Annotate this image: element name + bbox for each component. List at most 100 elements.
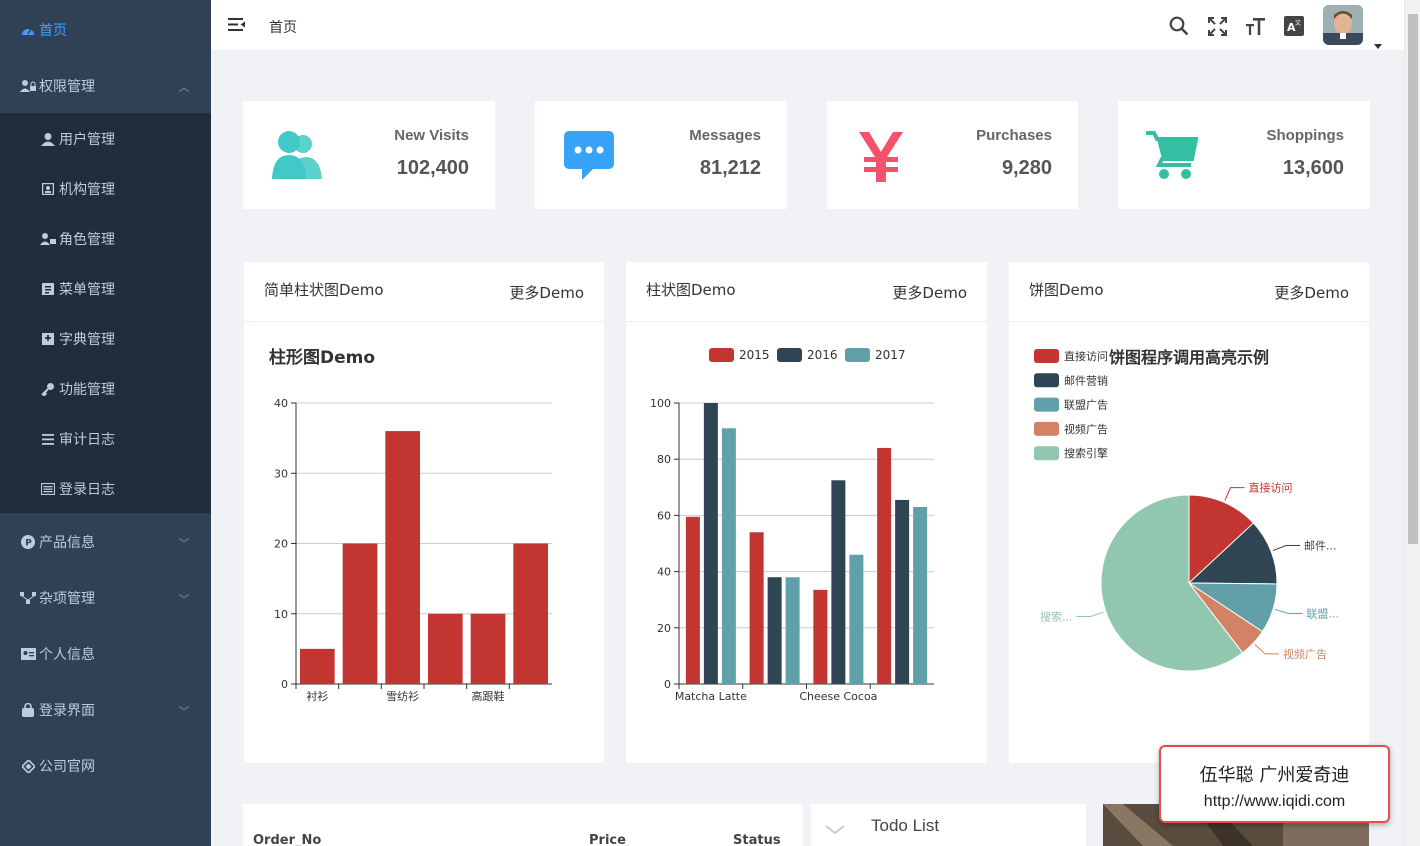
legend-label: 2016 <box>807 348 838 362</box>
legend-swatch <box>1034 397 1059 412</box>
chevron-down-icon[interactable] <box>825 820 845 839</box>
svg-text:P: P <box>25 539 32 549</box>
sidebar-item-label: 菜单管理 <box>59 282 115 298</box>
more-demo-link[interactable]: 更多Demo <box>1274 284 1349 302</box>
x-tick-label: Matcha Latte <box>675 690 747 703</box>
stat-value: 81,212 <box>699 157 761 179</box>
sidebar-subitem-role-management[interactable]: 角色管理 <box>0 227 211 251</box>
font-size-icon[interactable] <box>1245 16 1266 40</box>
y-tick-label: 10 <box>274 608 288 621</box>
bar <box>513 543 548 684</box>
legend-label: 2017 <box>875 348 906 362</box>
more-demo-link[interactable]: 更多Demo <box>892 284 967 302</box>
bar <box>785 577 800 684</box>
more-demo-link[interactable]: 更多Demo <box>509 284 584 302</box>
legend-swatch <box>845 348 870 362</box>
todo-list-card: Todo List <box>811 804 1086 846</box>
sidebar-item-home[interactable]: 首页 <box>0 18 211 42</box>
sidebar-item-label: 产品信息 <box>39 535 95 551</box>
sidebar-item-label: 审计日志 <box>59 432 115 448</box>
todo-title: Todo List <box>871 816 940 835</box>
sidebar-subitem-dictionary-management[interactable]: 字典管理 <box>0 327 211 351</box>
y-tick-label: 40 <box>274 397 288 410</box>
sidebar-item-personal-info[interactable]: 个人信息 <box>0 642 211 666</box>
search-icon[interactable] <box>1169 16 1189 40</box>
pie-slice <box>1187 522 1278 585</box>
vertical-scrollbar[interactable] <box>1404 0 1420 846</box>
stat-card-shoppings[interactable]: Shoppings 13,600 <box>1118 101 1370 209</box>
sidebar-subitem-user-management[interactable]: 用户管理 <box>0 127 211 151</box>
breadcrumb[interactable]: 首页 <box>269 20 297 36</box>
panel-header: 简单柱状图Demo 更多Demo <box>244 262 604 322</box>
stat-value: 9,280 <box>1001 157 1052 179</box>
avatar[interactable] <box>1323 5 1363 45</box>
y-tick-label: 0 <box>664 678 671 691</box>
cart-icon <box>1146 131 1199 185</box>
slice-label: 视频广告 <box>1283 647 1327 661</box>
sidebar-item-label: 杂项管理 <box>39 591 95 607</box>
stat-card-messages[interactable]: Messages 81,212 <box>535 101 787 209</box>
sidebar-subitem-audit-log[interactable]: 审计日志 <box>0 427 211 451</box>
message-icon <box>564 131 614 185</box>
slice-label: 邮件... <box>1304 539 1337 552</box>
bar <box>767 577 782 684</box>
sidebar-subitem-function-management[interactable]: 功能管理 <box>0 377 211 401</box>
sidebar-item-permissions[interactable]: 权限管理 ︿ <box>0 74 211 98</box>
x-tick-label: 高跟鞋 <box>472 689 505 703</box>
sidebar-item-label: 功能管理 <box>59 382 115 398</box>
slice-label: 直接访问 <box>1249 481 1293 495</box>
watermark-box: 伍华聪 广州爱奇迪 http://www.iqidi.com <box>1159 745 1390 823</box>
sidebar-subitem-menu-management[interactable]: 菜单管理 <box>0 277 211 301</box>
users-icon <box>20 79 36 93</box>
table-header-order-no: Order_No <box>253 833 322 846</box>
legend-swatch <box>777 348 802 362</box>
x-tick-label: 衬衫 <box>306 690 328 703</box>
caret-down-icon[interactable] <box>1374 34 1382 53</box>
sidebar-item-label: 权限管理 <box>39 79 95 95</box>
simple-bar-chart-panel: 简单柱状图Demo 更多Demo 柱形图Demo 0 10 20 30 40 衬衫 雪纺衫 高跟… <box>244 262 604 763</box>
sidebar-item-product-info[interactable]: P 产品信息 ﹀ <box>0 530 211 554</box>
sidebar-item-label: 首页 <box>39 23 67 39</box>
stat-card-purchases[interactable]: Purchases 9,280 <box>827 101 1078 209</box>
sidebar-subitem-login-log[interactable]: 登录日志 <box>0 477 211 501</box>
y-tick-label: 100 <box>650 397 671 410</box>
sidebar: 首页 权限管理 ︿ 用户管理 机构管理 角色管理 菜单管理 字典管理 功能管理 … <box>0 0 211 846</box>
scrollbar-thumb[interactable] <box>1408 14 1418 544</box>
people-icon <box>272 129 324 185</box>
legend-label: 邮件营销 <box>1064 373 1108 387</box>
pie-chart-panel: 饼图Demo 更多Demo 直接访问 邮件营销 联盟广告 视频广告 搜索引擎 饼图程序调用… <box>1009 262 1369 763</box>
y-tick-label: 30 <box>274 467 288 480</box>
sidebar-subitem-org-management[interactable]: 机构管理 <box>0 177 211 201</box>
dictionary-icon <box>40 332 56 346</box>
fullscreen-icon[interactable] <box>1208 17 1227 40</box>
bar <box>721 428 736 684</box>
pie-chart: 直接访问邮件营销联盟广告视频广告搜索引擎饼图程序调用高亮示例直接访问邮件...联… <box>1034 348 1339 672</box>
bar <box>300 648 335 684</box>
y-tick-label: 20 <box>657 622 671 635</box>
y-tick-label: 20 <box>274 538 288 551</box>
legend-swatch <box>1034 421 1059 436</box>
label-leader <box>1274 608 1303 615</box>
legend-swatch <box>1034 349 1059 363</box>
legend-label: 直接访问 <box>1064 349 1108 363</box>
x-tick-label: 雪纺衫 <box>386 689 419 703</box>
sidebar-item-company-site[interactable]: 公司官网 <box>0 754 211 778</box>
sidebar-item-label: 机构管理 <box>59 182 115 198</box>
hamburger-icon[interactable] <box>228 17 245 36</box>
panel-header: 柱状图Demo 更多Demo <box>626 262 987 322</box>
bar <box>813 589 828 684</box>
stat-card-new-visits[interactable]: New Visits 102,400 <box>243 101 495 209</box>
sidebar-item-misc[interactable]: 杂项管理 ﹀ <box>0 586 211 610</box>
table-header-price: Price <box>589 833 626 846</box>
bar <box>703 403 718 684</box>
stat-value: 102,400 <box>396 157 469 179</box>
watermark-line-2: http://www.iqidi.com <box>1203 793 1346 810</box>
dashboard-icon <box>20 23 36 37</box>
sidebar-item-login-page[interactable]: 登录界面 ﹀ <box>0 698 211 722</box>
legend-swatch <box>709 348 734 362</box>
stat-label: Messages <box>689 127 761 144</box>
label-leader <box>1224 487 1245 501</box>
stat-label: New Visits <box>394 127 469 144</box>
orders-table: Order_No Price Status <box>243 804 803 846</box>
